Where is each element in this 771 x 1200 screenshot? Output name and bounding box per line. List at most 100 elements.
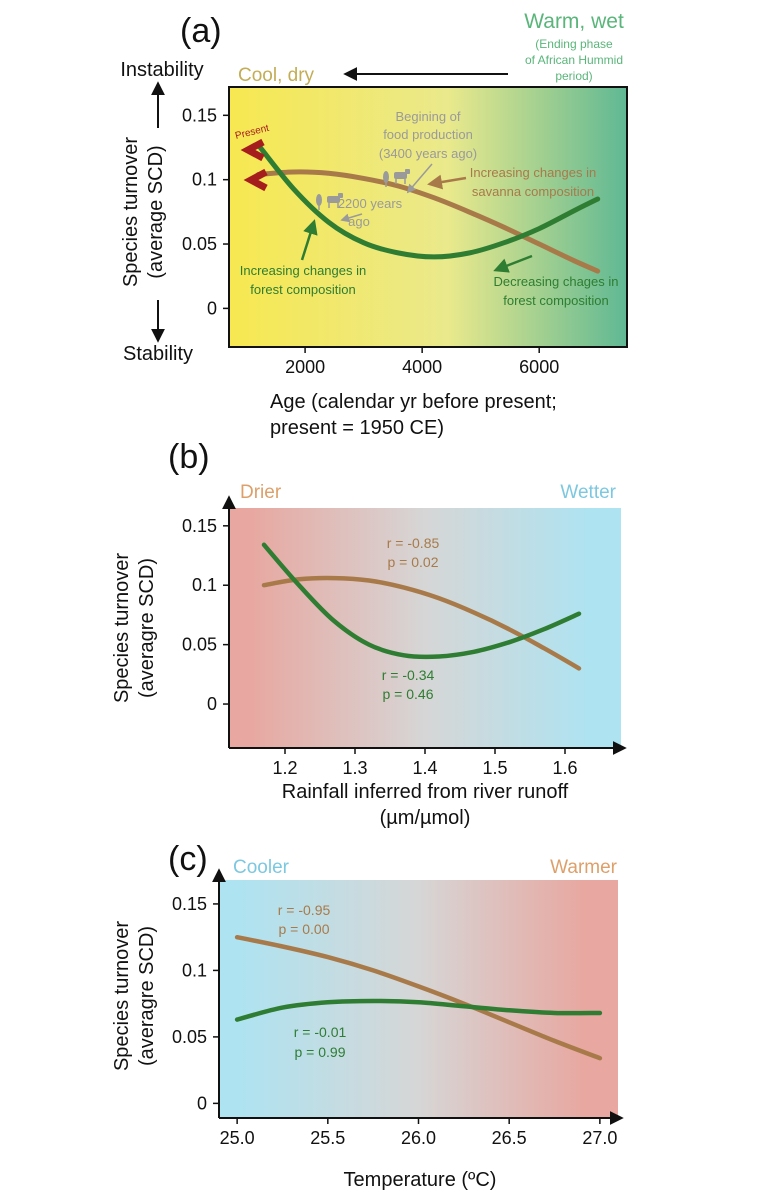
x-title-c: Temperature (ºC) — [344, 1169, 497, 1191]
years2200-arrow — [340, 213, 363, 223]
cooler-label: Cooler — [233, 857, 290, 878]
present-arrow-savanna — [243, 168, 268, 192]
x-tick-label-1: 1.3 — [342, 758, 367, 778]
x-tick-label-4: 1.6 — [552, 758, 577, 778]
y-tick-label-2: 0.1 — [192, 170, 217, 190]
forest-p-b: p = 0.46 — [383, 686, 434, 702]
instability-label: Instability — [120, 59, 203, 81]
x-tick-label-0: 25.0 — [220, 1128, 255, 1148]
forest-p-c: p = 0.99 — [295, 1044, 346, 1060]
forest-dec-line1: Decreasing chages in — [493, 274, 618, 289]
panel-label-c: (c) — [168, 840, 208, 878]
panel-b: (b) 1.2 1.3 1.4 1.5 1.6 0 0.05 0.1 0.15 Drier We… — [111, 438, 627, 829]
forest-series-line — [255, 142, 601, 260]
y-title-c-line1: Species turnover — [111, 921, 133, 1071]
gray-annotations: Begining of food production (3400 years … — [338, 109, 477, 229]
series-c — [234, 934, 603, 1061]
years2200-line2: ago — [348, 214, 370, 229]
crop-icon-2200 — [316, 194, 322, 210]
forest-inc-arrow — [300, 219, 318, 261]
savanna-note-line1: Increasing changes in — [470, 165, 596, 180]
food-note-arrow — [406, 163, 433, 194]
x-title-b-line1: Rainfall inferred from river runoff — [282, 781, 569, 803]
warm-wet-sub-3: period) — [555, 69, 592, 83]
x-tick-label-3: 26.5 — [492, 1128, 527, 1148]
warmer-label: Warmer — [550, 857, 618, 878]
y-tick-label-3: 0.15 — [172, 894, 207, 914]
cattle-icon-2200 — [327, 193, 343, 208]
y-tick-label-3: 0.15 — [182, 105, 217, 125]
savanna-note-arrow — [427, 174, 467, 190]
forest-dec-arrow — [493, 254, 533, 273]
drier-label: Drier — [240, 482, 282, 503]
y-tick-label-3: 0.15 — [182, 516, 217, 536]
food-note-line2: food production — [383, 127, 473, 142]
warm-wet-label: Warm, wet — [524, 10, 624, 33]
panel-a: (a) 2000 4000 6000 0 0.05 0.1 0.15 Instability… — [120, 10, 628, 439]
x-title-b-line2: (µm/µmol) — [380, 807, 471, 829]
forest-series-line — [234, 998, 603, 1022]
y-title-b-line1: Species turnover — [111, 553, 133, 703]
present-arrow-forest — [240, 138, 265, 162]
x-tick-label-4: 27.0 — [582, 1128, 617, 1148]
plot-area-b — [229, 508, 621, 748]
panel-label-b: (b) — [168, 438, 210, 476]
stability-label: Stability — [123, 343, 193, 365]
savanna-series-line — [234, 934, 603, 1061]
ticks-c: 25.0 25.5 26.0 26.5 27.0 0 0.05 0.1 0.15 — [172, 894, 617, 1148]
savanna-p-b: p = 0.02 — [388, 554, 439, 570]
y-tick-label-0: 0 — [197, 1093, 207, 1113]
y-tick-label-2: 0.1 — [182, 960, 207, 980]
forest-dec-line2: forest composition — [503, 293, 609, 308]
present-arrows — [240, 138, 268, 192]
x-tick-label-3: 1.5 — [482, 758, 507, 778]
food-note-line3: (3400 years ago) — [379, 146, 477, 161]
y-title-b-line2: (averagre SCD) — [136, 558, 158, 698]
y-title-a-line1: Species turnover — [120, 137, 142, 287]
y-tick-label-2: 0.1 — [192, 575, 217, 595]
savanna-note-line2: savanna composition — [472, 184, 594, 199]
warm-wet-sub-2: of African Hummid — [525, 53, 623, 67]
x-tick-label-2: 6000 — [519, 357, 559, 377]
x-tick-label-1: 4000 — [402, 357, 442, 377]
savanna-p-c: p = 0.00 — [279, 921, 330, 937]
cool-dry-label: Cool, dry — [238, 65, 315, 86]
savanna-series-line — [255, 169, 601, 274]
y-title-a-line2: (average SCD) — [145, 145, 167, 278]
savanna-r-c: r = -0.95 — [278, 902, 331, 918]
y-tick-label-1: 0.05 — [182, 635, 217, 655]
series-b — [261, 542, 582, 671]
forest-inc-line1: Increasing changes in — [240, 263, 366, 278]
y-tick-label-0: 0 — [207, 694, 217, 714]
forest-inc-line2: forest composition — [250, 282, 356, 297]
warm-wet-sub-1: (Ending phase — [535, 37, 613, 51]
panel-c: (c) 25.0 25.5 26.0 26.5 27.0 0 0.05 0.1 0.15 Coo… — [111, 840, 624, 1191]
crop-icon-3400 — [383, 171, 389, 187]
x-title-a-line1: Age (calendar yr before present; — [270, 391, 557, 413]
wetter-label: Wetter — [560, 482, 616, 503]
food-note-line1: Begining of — [395, 109, 460, 124]
x-tick-label-2: 26.0 — [401, 1128, 436, 1148]
cattle-icon-3400 — [394, 169, 410, 184]
forest-series-line — [261, 542, 582, 660]
savanna-series-line — [261, 575, 582, 671]
y-tick-label-1: 0.05 — [182, 234, 217, 254]
panel-label-a: (a) — [180, 12, 222, 50]
x-tick-label-2: 1.4 — [412, 758, 437, 778]
y-tick-label-1: 0.05 — [172, 1027, 207, 1047]
plot-area-c — [219, 880, 618, 1118]
x-title-a-line2: present = 1950 CE) — [270, 417, 444, 439]
ticks-a: 2000 4000 6000 0 0.05 0.1 0.15 — [182, 105, 559, 377]
forest-r-c: r = -0.01 — [294, 1024, 347, 1040]
y-title-c-line2: (averagre SCD) — [136, 926, 158, 1066]
y-tick-label-0: 0 — [207, 298, 217, 318]
x-tick-label-0: 2000 — [285, 357, 325, 377]
savanna-r-b: r = -0.85 — [387, 535, 440, 551]
series-a — [255, 142, 601, 274]
years2200-line1: 2200 years — [338, 196, 403, 211]
forest-r-b: r = -0.34 — [382, 667, 435, 683]
x-tick-label-0: 1.2 — [272, 758, 297, 778]
x-tick-label-1: 25.5 — [310, 1128, 345, 1148]
ticks-b: 1.2 1.3 1.4 1.5 1.6 0 0.05 0.1 0.15 — [182, 516, 578, 778]
